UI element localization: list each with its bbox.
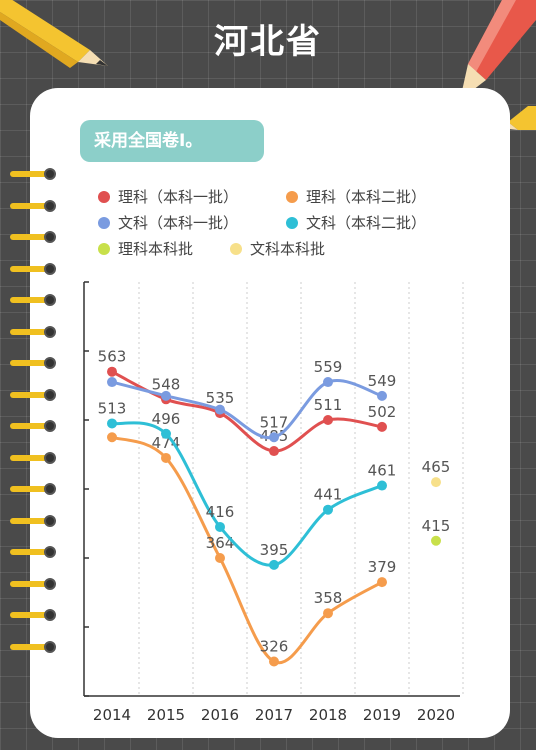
legend-label-3: 文科（本科二批） bbox=[306, 214, 427, 232]
data-label-3: 416 bbox=[206, 503, 235, 521]
data-point-3 bbox=[323, 504, 333, 515]
data-label-0: 535 bbox=[206, 389, 235, 407]
notebook-ring bbox=[10, 576, 58, 592]
legend-item-5: 文科本科批 bbox=[230, 238, 325, 259]
notebook-ring bbox=[10, 607, 58, 623]
exam-badge: 采用全国卷Ⅰ。 bbox=[80, 120, 264, 162]
notebook-ring bbox=[10, 229, 58, 245]
data-label-2: 326 bbox=[260, 638, 289, 656]
legend-item-3: 文科（本科二批） bbox=[286, 212, 426, 233]
data-label-0: 548 bbox=[152, 375, 181, 393]
data-point-0 bbox=[377, 421, 387, 432]
data-point-2 bbox=[161, 452, 171, 463]
data-label-3: 513 bbox=[98, 399, 127, 417]
notebook-ring bbox=[10, 418, 58, 434]
legend-item-2: 理科（本科二批） bbox=[286, 186, 426, 207]
legend-swatch-3 bbox=[286, 216, 298, 229]
data-label-0: 511 bbox=[314, 396, 343, 414]
data-point-2 bbox=[107, 432, 117, 443]
data-label-4: 415 bbox=[422, 517, 451, 535]
data-point-0 bbox=[107, 366, 117, 377]
data-point-3 bbox=[377, 480, 387, 491]
data-point-5 bbox=[431, 477, 441, 488]
notebook-ring bbox=[10, 387, 58, 403]
notebook-ring bbox=[10, 355, 58, 371]
legend-label-4: 理科本科批 bbox=[118, 240, 194, 258]
data-point-2 bbox=[215, 553, 225, 563]
legend-swatch-0 bbox=[98, 190, 110, 203]
data-point-3 bbox=[107, 418, 117, 429]
data-point-3 bbox=[161, 428, 171, 439]
legend-swatch-1 bbox=[98, 216, 110, 229]
data-point-1 bbox=[323, 377, 333, 388]
data-point-0 bbox=[269, 446, 279, 457]
data-label-1: 549 bbox=[368, 372, 397, 390]
data-label-2: 379 bbox=[368, 558, 397, 576]
data-point-2 bbox=[377, 577, 387, 588]
legend-label-5: 文科本科批 bbox=[250, 240, 326, 258]
notebook-ring bbox=[10, 324, 58, 340]
legend-item-4: 理科本科批 bbox=[98, 238, 193, 259]
data-label-2: 364 bbox=[206, 534, 235, 552]
data-point-1 bbox=[215, 404, 225, 415]
data-point-1 bbox=[269, 432, 279, 443]
data-label-2: 358 bbox=[314, 589, 343, 607]
data-label-1: 559 bbox=[314, 358, 343, 376]
data-point-0 bbox=[323, 415, 333, 425]
legend-swatch-4 bbox=[98, 242, 110, 255]
notebook-ring bbox=[10, 450, 58, 466]
pencil-left-icon bbox=[0, 0, 108, 68]
data-label-0: 563 bbox=[98, 348, 127, 366]
data-label-0: 502 bbox=[368, 403, 397, 421]
x-tick-label: 2016 bbox=[201, 706, 239, 724]
data-label-5: 465 bbox=[422, 458, 451, 476]
x-tick-label: 2017 bbox=[255, 706, 293, 724]
data-point-1 bbox=[107, 377, 117, 388]
x-tick-label: 2020 bbox=[417, 706, 455, 724]
data-label-1: 517 bbox=[260, 413, 289, 431]
data-point-1 bbox=[377, 390, 387, 401]
data-point-3 bbox=[269, 559, 279, 570]
page-title: 河北省 bbox=[214, 22, 322, 62]
notebook-ring bbox=[10, 481, 58, 497]
legend-label-1: 文科（本科一批） bbox=[118, 214, 239, 232]
data-label-3: 395 bbox=[260, 541, 289, 559]
legend-item-0: 理科（本科一批） bbox=[98, 186, 238, 207]
notebook-ring bbox=[10, 639, 58, 655]
data-point-1 bbox=[161, 390, 171, 401]
legend-swatch-2 bbox=[286, 190, 298, 203]
notebook-ring bbox=[10, 513, 58, 529]
data-point-4 bbox=[431, 535, 441, 546]
data-label-2: 474 bbox=[152, 434, 181, 452]
legend-item-1: 文科（本科一批） bbox=[98, 212, 238, 233]
data-point-2 bbox=[323, 608, 333, 619]
x-tick-label: 2019 bbox=[363, 706, 401, 724]
x-tick-label: 2018 bbox=[309, 706, 347, 724]
notebook-ring bbox=[10, 198, 58, 214]
legend-label-2: 理科（本科二批） bbox=[306, 188, 427, 206]
notebook-ring bbox=[10, 544, 58, 560]
notebook-ring bbox=[10, 261, 58, 277]
notebook-rings bbox=[10, 160, 58, 660]
notebook-ring bbox=[10, 292, 58, 308]
legend-swatch-5 bbox=[230, 242, 242, 255]
data-label-3: 441 bbox=[314, 486, 343, 504]
data-label-3: 496 bbox=[152, 410, 181, 428]
x-tick-label: 2014 bbox=[93, 706, 131, 724]
x-tick-label: 2015 bbox=[147, 706, 185, 724]
legend-label-0: 理科（本科一批） bbox=[118, 188, 239, 206]
data-point-2 bbox=[269, 656, 279, 667]
data-point-3 bbox=[215, 521, 225, 532]
data-label-3: 461 bbox=[368, 462, 397, 480]
notebook-ring bbox=[10, 166, 58, 182]
chart-card bbox=[30, 88, 510, 738]
